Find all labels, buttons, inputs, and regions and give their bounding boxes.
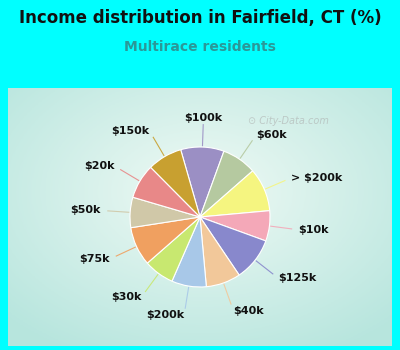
Wedge shape bbox=[172, 217, 206, 287]
Wedge shape bbox=[200, 217, 266, 275]
Wedge shape bbox=[200, 171, 270, 217]
Wedge shape bbox=[200, 217, 239, 287]
Text: $30k: $30k bbox=[111, 292, 141, 302]
Text: > $200k: > $200k bbox=[291, 173, 343, 183]
Text: $150k: $150k bbox=[112, 126, 150, 136]
Text: Multirace residents: Multirace residents bbox=[124, 40, 276, 54]
Text: $20k: $20k bbox=[84, 161, 115, 171]
Wedge shape bbox=[200, 211, 270, 241]
Text: $125k: $125k bbox=[278, 273, 316, 283]
Wedge shape bbox=[181, 147, 224, 217]
Text: $200k: $200k bbox=[146, 310, 184, 320]
Text: $100k: $100k bbox=[184, 113, 222, 122]
Wedge shape bbox=[131, 217, 200, 263]
Text: $10k: $10k bbox=[298, 225, 329, 235]
Wedge shape bbox=[151, 150, 200, 217]
Wedge shape bbox=[147, 217, 200, 281]
Text: $75k: $75k bbox=[80, 254, 110, 264]
Text: Income distribution in Fairfield, CT (%): Income distribution in Fairfield, CT (%) bbox=[19, 9, 381, 27]
Wedge shape bbox=[200, 151, 253, 217]
Text: $40k: $40k bbox=[233, 306, 264, 316]
Text: ⊙ City-Data.com: ⊙ City-Data.com bbox=[248, 116, 329, 126]
Wedge shape bbox=[130, 197, 200, 228]
Wedge shape bbox=[133, 167, 200, 217]
Text: $50k: $50k bbox=[70, 205, 101, 215]
Text: $60k: $60k bbox=[256, 130, 287, 140]
